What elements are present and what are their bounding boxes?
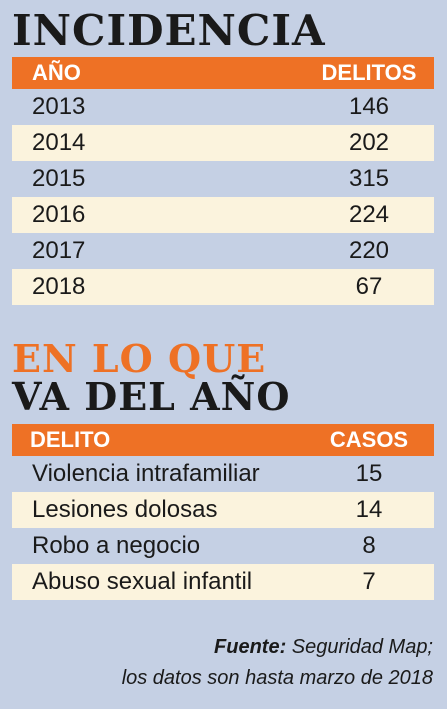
delitos-cell: 220 <box>348 237 390 264</box>
year-cell: 2016 <box>32 201 86 228</box>
delitos-cell: 202 <box>348 129 390 156</box>
source-label: Fuente: <box>214 636 287 658</box>
cases-cell: 14 <box>355 496 383 523</box>
table-row: Violencia intrafamiliar 15 <box>12 456 434 492</box>
source-line1: Fuente: Seguridad Map; <box>122 632 433 663</box>
table-row: 2017 220 <box>12 233 434 269</box>
source-note: Fuente: Seguridad Map; los datos son has… <box>122 632 433 694</box>
cases-cell: 7 <box>362 568 376 595</box>
crime-cell: Violencia intrafamiliar <box>32 460 260 487</box>
source-line2: los datos son hasta marzo de 2018 <box>121 667 433 689</box>
cases-cell: 8 <box>362 532 376 559</box>
table-row: 2013 146 <box>12 89 434 125</box>
table-row: 2018 67 <box>12 269 434 305</box>
crime-cell: Lesiones dolosas <box>32 496 218 523</box>
cases-cell: 15 <box>355 460 383 487</box>
year-cell: 2015 <box>32 165 86 192</box>
table-header: AÑO DELITOS <box>12 57 434 89</box>
incidencia-title: INCIDENCIA <box>12 6 326 55</box>
column-header-ano: AÑO <box>32 60 81 85</box>
incidencia-table: AÑO DELITOS 2013 146 2014 202 2015 315 2… <box>12 57 434 305</box>
year-cell: 2013 <box>32 93 86 120</box>
table-row: 2014 202 <box>12 125 434 161</box>
del-ano-table: DELITO CASOS Violencia intrafamiliar 15 … <box>12 424 434 600</box>
table-row: Abuso sexual infantil 7 <box>12 564 434 600</box>
year-cell: 2014 <box>32 129 86 156</box>
crime-cell: Robo a negocio <box>32 532 201 559</box>
column-header-casos: CASOS <box>329 427 409 452</box>
table-row: Lesiones dolosas 14 <box>12 492 434 528</box>
delitos-cell: 67 <box>355 273 383 300</box>
year-cell: 2017 <box>32 237 86 264</box>
year-cell: 2018 <box>32 273 86 300</box>
column-header-delito: DELITO <box>30 427 111 452</box>
table-row: 2016 224 <box>12 197 434 233</box>
delitos-cell: 146 <box>348 93 390 120</box>
column-header-delitos: DELITOS <box>321 60 417 85</box>
delitos-cell: 224 <box>348 201 390 228</box>
del-ano-title-line1: EN LO QUE <box>12 336 267 381</box>
del-ano-title-line2: VA DEL AÑO <box>12 374 291 419</box>
table-row: Robo a negocio 8 <box>12 528 434 564</box>
delitos-cell: 315 <box>348 165 390 192</box>
crime-cell: Abuso sexual infantil <box>32 568 253 595</box>
source-text: Seguridad Map; <box>286 636 433 658</box>
table-header: DELITO CASOS <box>12 424 434 456</box>
table-row: 2015 315 <box>12 161 434 197</box>
